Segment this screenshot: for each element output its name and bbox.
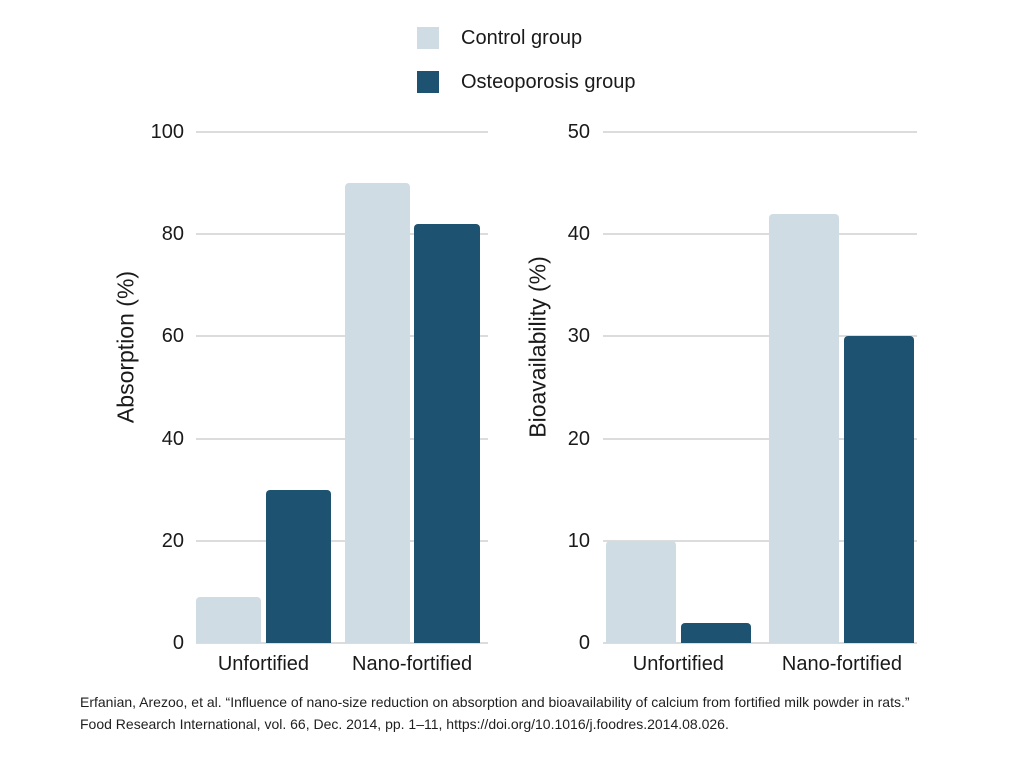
legend: Control group Osteoporosis group	[417, 27, 636, 93]
y-tick-label-50: 50	[567, 121, 590, 143]
citation: Erfanian, Arezoo, et al. “Influence of n…	[80, 691, 910, 735]
x-category-label-nano-fortified: Nano-fortified	[352, 653, 473, 675]
gridline-y-40	[603, 233, 917, 236]
x-category-label-unfortified: Unfortified	[632, 653, 724, 675]
y-tick-label-20: 20	[567, 427, 590, 450]
y-tick-label-100: 100	[150, 121, 184, 143]
bar-control-group-nano-fortified	[769, 213, 840, 643]
gridline-y-40	[196, 437, 488, 440]
gridline-y-0	[196, 642, 488, 644]
legend-label-control-group: Control group	[461, 26, 583, 49]
y-tick-label-0: 0	[172, 632, 184, 654]
citation-line-1: Erfanian, Arezoo, et al. “Influence of n…	[80, 694, 910, 710]
bar-control-group-nano-fortified	[344, 183, 410, 643]
x-category-label-nano-fortified: Nano-fortified	[781, 653, 902, 675]
legend-item-control-group: Control group	[417, 27, 636, 49]
gridline-y-30	[603, 335, 917, 338]
bar-control-group-unfortified	[196, 597, 262, 643]
y-tick-label-0: 0	[578, 632, 590, 654]
gridline-y-100	[196, 131, 488, 133]
gridline-y-20	[196, 539, 488, 542]
gridline-y-50	[603, 131, 917, 133]
y-tick-label-40: 40	[161, 427, 184, 450]
gridline-y-80	[196, 233, 488, 236]
legend-swatch-osteoporosis-group	[417, 71, 439, 93]
bar-osteoporosis-group-unfortified	[680, 622, 751, 643]
y-axis-label-bioavailability: Bioavailability (%)	[524, 256, 551, 438]
legend-item-osteoporosis-group: Osteoporosis group	[417, 71, 636, 93]
y-tick-label-30: 30	[567, 325, 590, 348]
bar-osteoporosis-group-nano-fortified	[414, 223, 480, 643]
gridline-y-0	[603, 642, 917, 644]
y-tick-label-60: 60	[161, 325, 184, 348]
y-tick-label-20: 20	[161, 529, 184, 552]
x-category-label-unfortified: Unfortified	[217, 653, 310, 675]
y-tick-label-80: 80	[161, 223, 184, 246]
gridline-y-10	[603, 539, 917, 542]
y-tick-label-40: 40	[567, 223, 590, 246]
bar-osteoporosis-group-nano-fortified	[844, 336, 915, 643]
gridline-y-60	[196, 335, 488, 338]
gridline-y-20	[603, 437, 917, 440]
y-tick-label-10: 10	[567, 529, 590, 552]
bar-osteoporosis-group-unfortified	[265, 489, 331, 643]
bar-control-group-unfortified	[605, 540, 676, 643]
legend-swatch-control-group	[417, 27, 439, 49]
legend-label-osteoporosis-group: Osteoporosis group	[461, 70, 636, 93]
citation-line-2: Food Research International, vol. 66, De…	[80, 716, 729, 732]
